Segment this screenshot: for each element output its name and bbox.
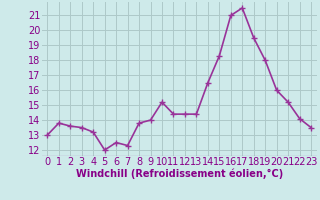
X-axis label: Windchill (Refroidissement éolien,°C): Windchill (Refroidissement éolien,°C) — [76, 169, 283, 179]
